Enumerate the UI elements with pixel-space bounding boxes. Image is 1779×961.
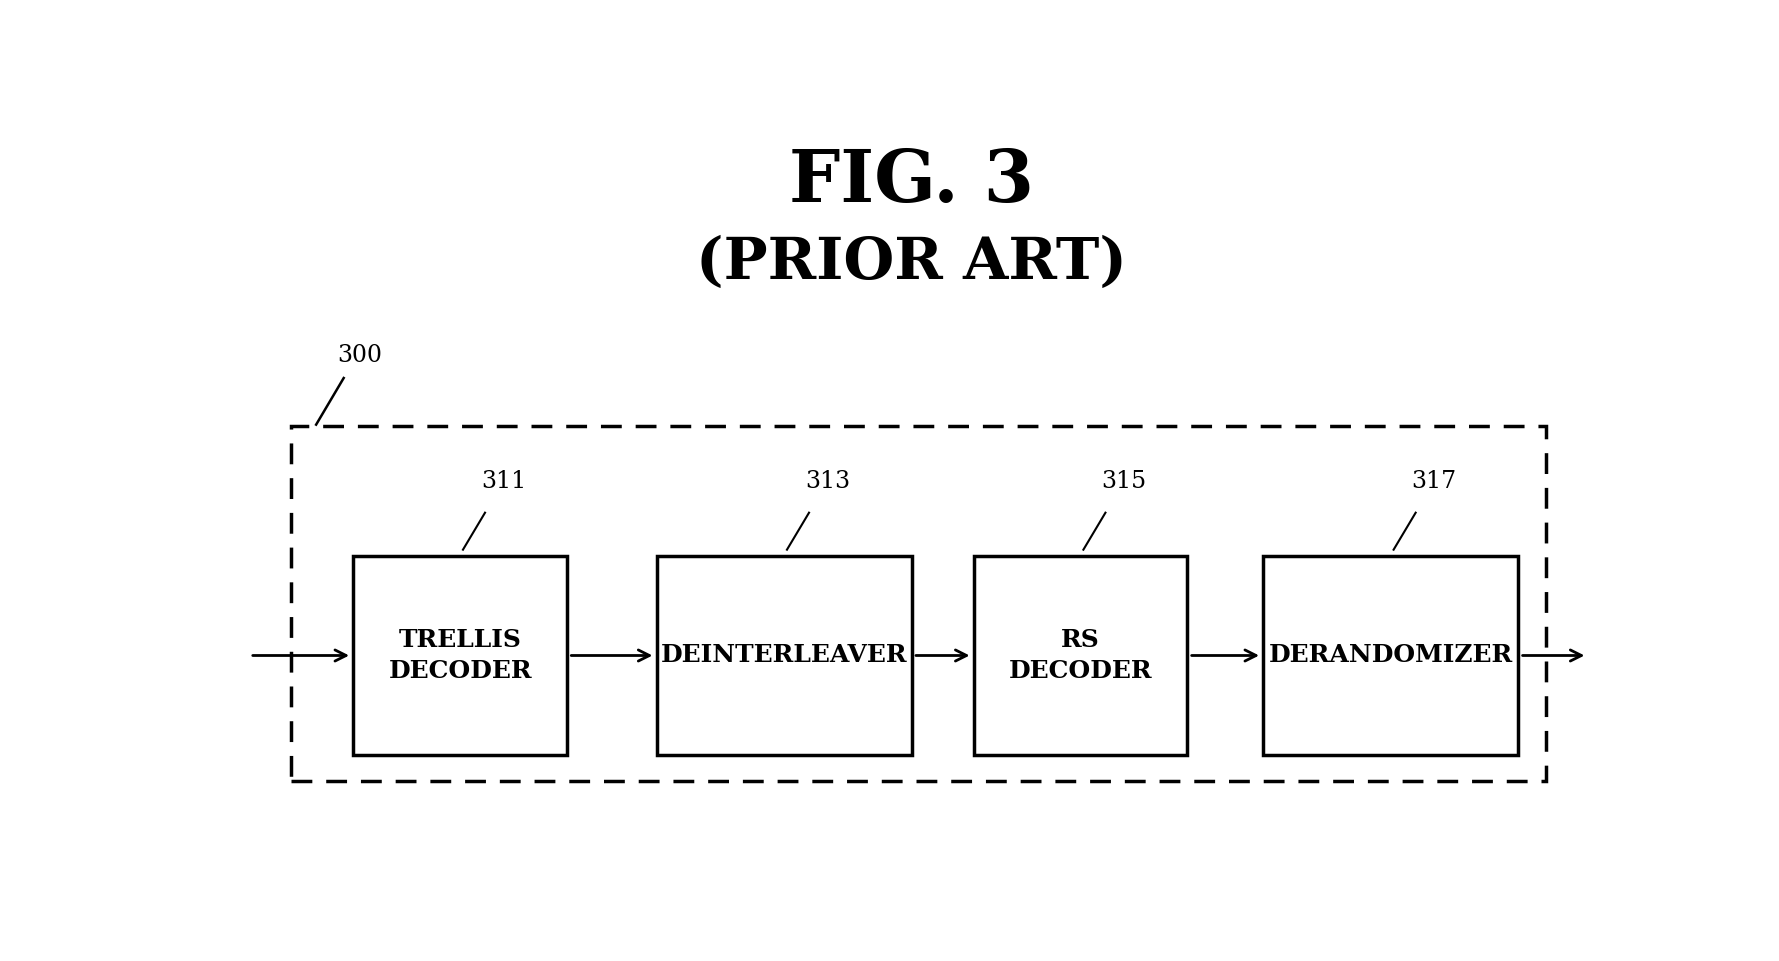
Text: 311: 311: [480, 470, 527, 493]
Text: 317: 317: [1411, 470, 1457, 493]
Text: (PRIOR ART): (PRIOR ART): [696, 235, 1128, 291]
Bar: [656, 555, 913, 755]
Text: DEINTERLEAVER: DEINTERLEAVER: [660, 644, 907, 668]
Bar: [292, 426, 1546, 781]
Text: TRELLIS
DECODER: TRELLIS DECODER: [388, 628, 532, 683]
Bar: [973, 555, 1188, 755]
Text: RS
DECODER: RS DECODER: [1009, 628, 1153, 683]
Text: FIG. 3: FIG. 3: [790, 146, 1034, 217]
Text: DERANDOMIZER: DERANDOMIZER: [1268, 644, 1512, 668]
Bar: [1263, 555, 1519, 755]
Text: 315: 315: [1101, 470, 1146, 493]
Text: 313: 313: [804, 470, 850, 493]
Text: 300: 300: [336, 344, 382, 367]
Bar: [354, 555, 568, 755]
